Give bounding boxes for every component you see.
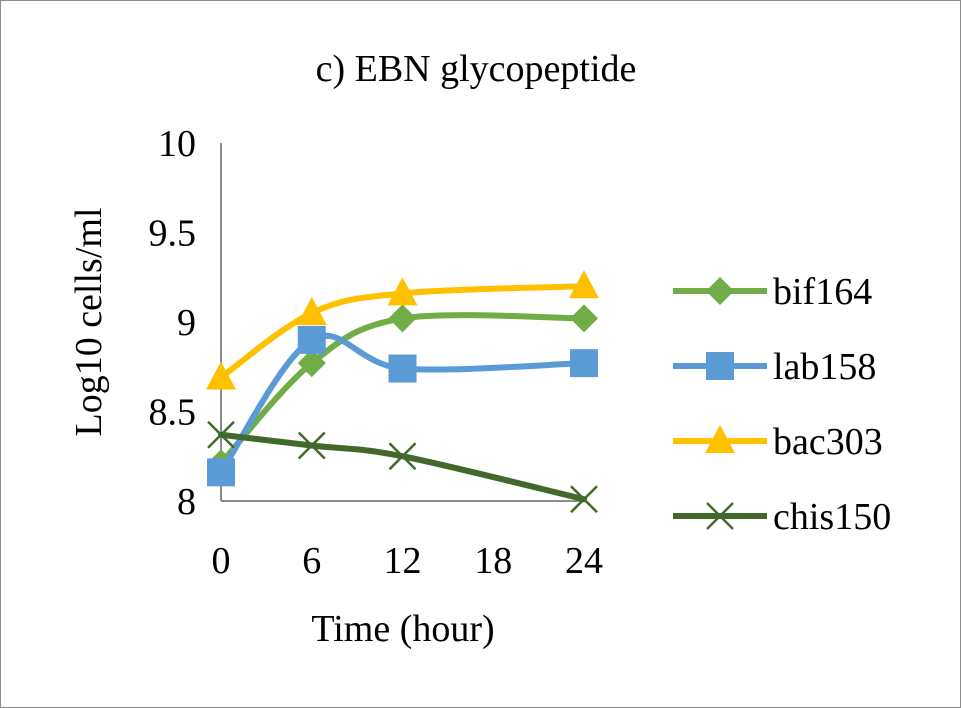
y-axis-label: Log10 cells/ml [68,207,110,436]
legend-label: bac303 [773,421,883,463]
data-point-lab158 [297,325,326,354]
y-tick-label: 8 [177,481,196,523]
data-point-bif164 [297,349,326,378]
legend-marker-bif164 [706,277,734,305]
data-point-bac303 [387,277,418,306]
series-line-lab158 [218,332,587,476]
data-point-chis150 [297,431,326,460]
data-point-bif164 [388,304,417,333]
x-tick-label: 18 [474,540,512,582]
legend-label: bif164 [773,271,872,313]
legend-label: lab158 [773,346,876,388]
y-tick-label: 9.5 [149,213,197,255]
legend-item-bif164: bif164 [673,271,872,313]
series-line-bac303 [218,283,587,381]
series-line-bif164 [218,312,587,467]
chart-title: c) EBN glycopeptide [316,48,637,90]
data-point-lab158 [388,354,417,383]
data-point-bif164 [570,304,598,333]
x-tick-label: 12 [384,540,422,582]
data-point-chis150 [388,442,417,471]
x-axis-label: Time (hour) [311,608,494,650]
data-point-bac303 [569,270,599,299]
axes: 8 8.5 9 9.5 10 0 6 12 18 24 [149,123,604,582]
legend-item-chis150: chis150 [673,496,891,538]
y-tick-label: 10 [158,123,196,165]
y-tick-label: 8.5 [149,392,197,434]
x-tick-label: 24 [565,540,603,582]
series-chis150 [207,420,598,514]
legend: bif164 lab158 bac303 chis150 [673,271,891,538]
legend-marker-lab158 [706,352,734,380]
data-point-lab158 [570,349,598,378]
data-point-lab158 [207,458,235,487]
legend-marker-bac303 [705,425,735,453]
legend-label: chis150 [773,496,891,538]
data-point-chis150 [207,420,235,449]
data-point-bac303 [296,297,327,326]
plot-area [206,270,599,514]
data-point-chis150 [570,485,598,514]
data-point-bac303 [206,361,236,390]
series-line-chis150 [218,431,587,503]
y-tick-label: 9 [177,302,196,344]
legend-marker-chis150 [706,502,734,530]
x-tick-label: 6 [302,540,321,582]
series-bac303 [206,270,599,390]
legend-item-lab158: lab158 [673,346,876,388]
legend-item-bac303: bac303 [673,421,883,463]
x-tick-label: 0 [212,540,231,582]
series-lab158 [207,325,598,487]
